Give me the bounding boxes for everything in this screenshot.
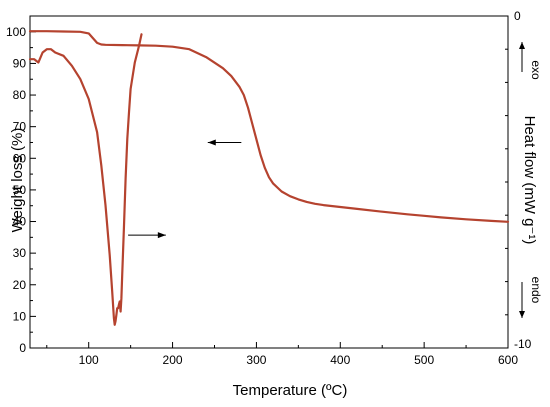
y-right-tick-label: 0 xyxy=(514,9,521,23)
y-left-tick-label: 30 xyxy=(13,246,27,260)
x-tick-label: 200 xyxy=(163,353,183,367)
x-tick-label: 400 xyxy=(330,353,350,367)
y-left-tick-label: 90 xyxy=(13,56,27,70)
axis-arrows xyxy=(128,42,525,318)
y-left-tick-label: 0 xyxy=(19,341,26,355)
series-layer xyxy=(28,30,510,326)
y-right-tick-label: -10 xyxy=(514,337,532,351)
exo-label: exo xyxy=(529,60,543,80)
endo-arrow xyxy=(519,282,525,318)
x-tick-label: 300 xyxy=(246,353,266,367)
left-y-axis-title: Weight loss (%) xyxy=(9,128,26,233)
right-y-axis-title: Heat flow (mW g⁻¹) xyxy=(521,116,538,245)
heat-flow-line xyxy=(28,33,143,326)
y-left-tick-label: 50 xyxy=(13,183,27,197)
y-left-tick-label: 100 xyxy=(6,25,26,39)
left-axis-arrow xyxy=(207,139,242,146)
weight-loss-line xyxy=(28,30,510,223)
endo-label: endo xyxy=(529,277,543,304)
x-tick-label: 100 xyxy=(79,353,99,367)
y-left-tick-label: 10 xyxy=(13,309,27,323)
plot-frame xyxy=(29,15,509,349)
y-left-tick-label: 80 xyxy=(13,88,27,102)
x-axis-title: Temperature (ºC) xyxy=(233,382,348,399)
x-tick-label: 600 xyxy=(498,353,518,367)
axis-ticks xyxy=(30,15,509,349)
y-left-tick-label: 60 xyxy=(13,151,27,165)
right-axis-arrow xyxy=(128,232,166,239)
exo-arrow xyxy=(519,42,525,72)
y-left-tick-label: 40 xyxy=(13,215,27,229)
y-left-tick-label: 20 xyxy=(13,278,27,292)
plot-border xyxy=(29,15,509,349)
x-tick-label: 500 xyxy=(414,353,434,367)
tick-labels: 100 200 300 400 500 600 0 10 20 30 40 50 60 70 80 90 100… xyxy=(6,9,532,367)
y-left-tick-label: 70 xyxy=(13,120,27,134)
